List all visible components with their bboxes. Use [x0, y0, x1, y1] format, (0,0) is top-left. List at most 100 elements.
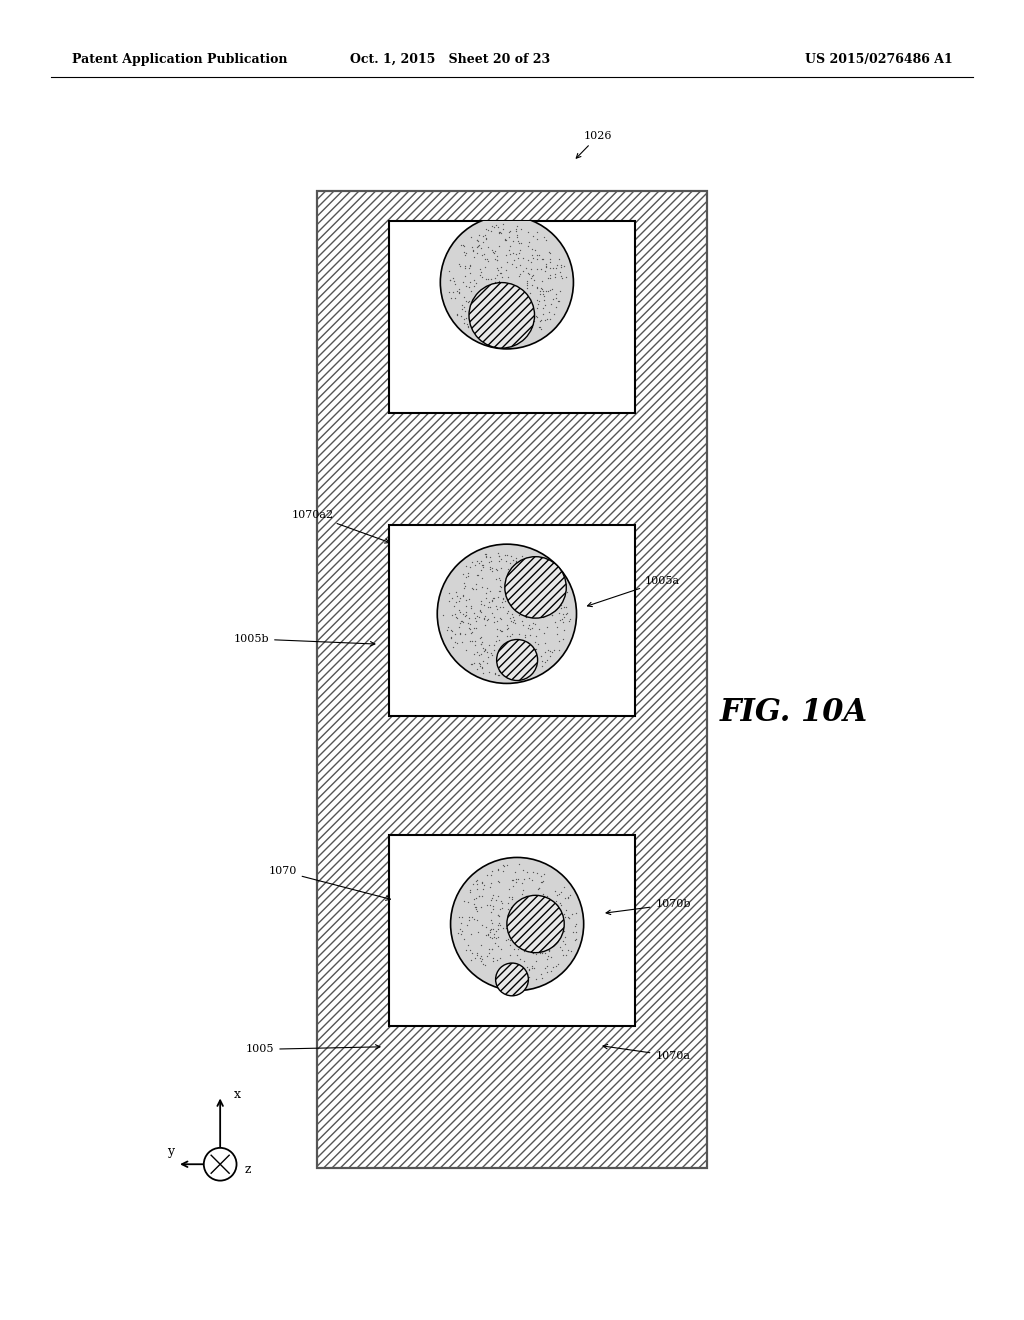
Point — [463, 281, 479, 302]
Point — [464, 236, 480, 257]
Point — [480, 251, 497, 272]
Point — [468, 272, 484, 293]
Point — [499, 657, 515, 678]
Point — [518, 271, 535, 292]
Point — [518, 257, 535, 279]
Point — [510, 932, 526, 953]
Point — [461, 906, 477, 927]
Point — [468, 618, 484, 639]
Point — [460, 935, 476, 956]
Point — [441, 269, 458, 290]
Point — [501, 310, 517, 331]
Point — [538, 256, 554, 277]
Point — [535, 891, 551, 912]
Point — [454, 610, 470, 631]
Point — [454, 294, 470, 315]
Point — [531, 317, 548, 338]
Point — [523, 238, 540, 259]
Point — [550, 582, 566, 603]
Point — [471, 235, 487, 256]
Point — [503, 610, 519, 631]
Point — [435, 605, 452, 626]
Point — [460, 565, 476, 586]
Point — [529, 248, 546, 269]
Point — [505, 665, 521, 686]
Point — [515, 895, 531, 916]
Point — [509, 215, 525, 236]
Point — [469, 235, 485, 256]
Point — [500, 272, 516, 293]
Point — [522, 915, 539, 936]
Point — [470, 318, 486, 339]
Point — [537, 916, 553, 937]
Point — [490, 904, 507, 925]
Point — [480, 661, 497, 682]
Point — [554, 609, 570, 630]
Point — [541, 242, 557, 263]
Point — [514, 610, 530, 631]
Point — [466, 894, 482, 915]
Point — [535, 883, 551, 904]
Point — [503, 564, 519, 585]
Point — [479, 609, 496, 630]
Point — [520, 222, 537, 243]
Point — [489, 319, 506, 341]
Point — [529, 557, 546, 578]
Point — [507, 276, 523, 297]
Point — [472, 948, 488, 969]
Point — [467, 607, 483, 628]
Point — [529, 583, 546, 605]
Point — [459, 566, 475, 587]
Text: 1005a: 1005a — [588, 576, 680, 607]
Point — [480, 236, 497, 257]
Point — [509, 248, 525, 269]
Point — [512, 892, 528, 913]
Point — [552, 610, 568, 631]
Point — [508, 220, 524, 242]
Point — [553, 598, 569, 619]
Point — [465, 240, 481, 261]
Point — [469, 230, 485, 251]
Point — [504, 887, 520, 908]
Point — [464, 653, 480, 675]
Point — [481, 927, 498, 948]
Point — [454, 907, 470, 928]
Point — [552, 908, 568, 929]
Point — [509, 664, 525, 685]
Point — [490, 235, 507, 256]
Point — [548, 284, 564, 305]
Point — [504, 603, 520, 624]
Point — [471, 652, 487, 673]
Point — [485, 948, 502, 969]
Point — [521, 966, 538, 987]
Point — [557, 887, 573, 908]
Point — [462, 272, 478, 293]
Point — [475, 879, 492, 900]
Point — [525, 310, 542, 331]
Point — [524, 224, 541, 246]
Point — [555, 945, 571, 966]
Point — [515, 859, 531, 880]
Point — [486, 923, 503, 944]
Point — [540, 640, 556, 661]
Point — [527, 950, 544, 972]
Point — [490, 272, 507, 293]
Point — [556, 256, 572, 277]
Point — [492, 912, 508, 933]
Point — [540, 267, 556, 288]
Point — [492, 899, 508, 920]
Point — [508, 294, 524, 315]
Point — [500, 659, 516, 680]
Point — [549, 915, 565, 936]
Point — [484, 309, 501, 330]
Point — [480, 647, 497, 668]
Point — [523, 275, 540, 296]
Point — [476, 310, 493, 331]
Point — [445, 595, 462, 616]
Point — [532, 964, 549, 985]
Point — [460, 891, 476, 912]
Point — [527, 579, 544, 601]
Point — [469, 879, 485, 900]
Point — [464, 577, 480, 598]
Point — [540, 890, 556, 911]
